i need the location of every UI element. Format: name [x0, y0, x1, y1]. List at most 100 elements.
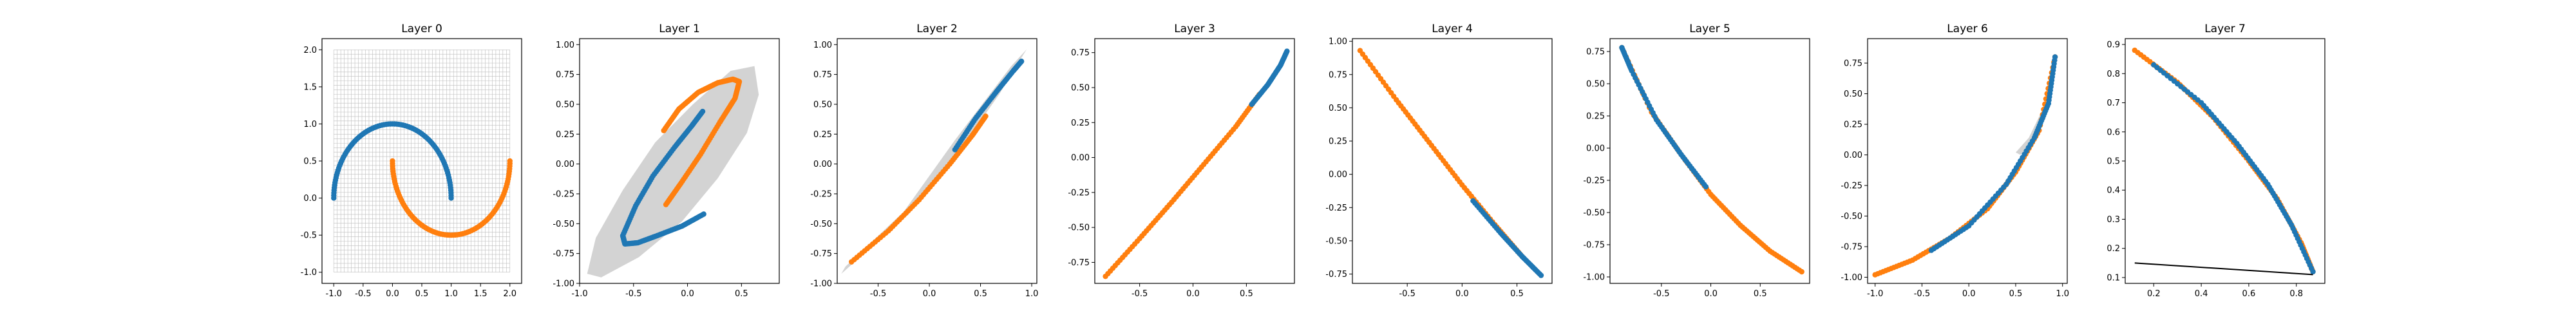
x-tick-label: 0.0	[386, 289, 399, 299]
y-tick-label: 0.75	[556, 70, 574, 80]
panel-2: Layer 2 -0.5 0.0 0.5 1.0 -1.00 -0.75 -0.50 -0.25…	[810, 23, 1038, 299]
x-tick-label: 2.0	[503, 289, 516, 299]
decision-region	[841, 49, 1027, 274]
panel-title: Layer 2	[916, 23, 958, 35]
series-blue	[331, 121, 454, 201]
x-tick-label: 0.0	[1704, 289, 1718, 299]
y-tick-label: 0.9	[2107, 41, 2120, 50]
y-tick-label: -0.75	[1068, 258, 1090, 268]
y-tick-label: -1.00	[1841, 273, 1862, 283]
series-orange	[390, 158, 513, 238]
data-point	[1018, 59, 1025, 64]
y-tick-label: -1.0	[301, 268, 317, 278]
plot-area	[2132, 47, 2316, 276]
panel-0: Layer 0 -1.0 -0.5 0.0 0.5 1.0 1.5 2.0 -1.0 -0.5 0.…	[301, 23, 522, 299]
y-tick-label: 0.50	[1071, 84, 1090, 93]
y-tick-label: -0.50	[1325, 236, 1347, 246]
data-point	[663, 202, 669, 207]
y-tick-label: 0.25	[1071, 118, 1090, 128]
y-tick-label: -1.00	[810, 279, 832, 289]
y-tick-label: 0.25	[1844, 120, 1862, 130]
x-tick-label: -1.0	[1867, 289, 1883, 299]
plot-area	[331, 49, 513, 273]
series-orange	[849, 113, 989, 265]
y-tick-label: 2.0	[303, 46, 317, 55]
axes-frame	[1609, 38, 1810, 284]
y-tick-label: 0.75	[1844, 59, 1862, 69]
x-tick-label: 0.8	[2289, 289, 2303, 299]
y-tick-label: 0.7	[2107, 99, 2120, 108]
y-tick-label: -1.00	[553, 279, 574, 289]
y-tick-label: 0.25	[813, 130, 832, 140]
data-point	[2052, 54, 2058, 60]
y-tick-label: 0.00	[1586, 144, 1605, 154]
y-tick-label: 0.4	[2107, 186, 2120, 196]
x-tick-label: 0.5	[1240, 289, 1253, 299]
x-tick-label: 0.2	[2147, 289, 2161, 299]
y-tick-label: -0.75	[1583, 241, 1605, 251]
y-tick-label: 1.00	[556, 41, 574, 50]
y-tick-label: 1.00	[813, 41, 832, 50]
plot-area	[1872, 54, 2058, 278]
y-tick-label: -0.50	[1068, 223, 1090, 233]
data-point	[1538, 272, 1544, 278]
x-tick-label: 1.0	[1025, 289, 1039, 299]
data-point	[1799, 269, 1804, 275]
x-tick-label: 0.5	[2009, 289, 2023, 299]
plot-area	[841, 49, 1027, 274]
x-tick-label: -0.5	[625, 289, 641, 299]
panel-title: Layer 3	[1174, 23, 1215, 35]
series-blue	[2151, 62, 2316, 275]
y-tick-label: 0.2	[2107, 244, 2120, 254]
y-tick-label: 0.50	[813, 100, 832, 109]
x-tick-label: -1.0	[571, 289, 587, 299]
y-tick-label: 0.50	[1329, 104, 1347, 113]
y-tick-label: -0.50	[1583, 209, 1605, 218]
y-tick-label: -1.00	[1583, 273, 1605, 283]
panel-7: Layer 7 0.2 0.4 0.6 0.8 0.1 0.2 0.3 0.4 0.5 0.6 0.7…	[2107, 23, 2325, 299]
y-tick-label: -0.50	[1841, 212, 1862, 222]
y-tick-label: -0.50	[553, 220, 574, 229]
y-tick-label: 0.5	[2107, 157, 2120, 167]
y-tick-label: 0.00	[1844, 151, 1862, 160]
y-tick-label: 0.50	[1844, 90, 1862, 99]
y-tick-label: -0.25	[553, 189, 574, 199]
y-tick-label: 0.00	[1071, 153, 1090, 163]
panel-4: Layer 4 -0.5 0.0 0.5 -0.75 -0.50 -0.25 0.00 0.25…	[1325, 23, 1553, 299]
series-blue	[952, 59, 1025, 153]
panel-title: Layer 1	[659, 23, 700, 35]
x-tick-label: 0.0	[681, 289, 694, 299]
y-tick-label: 0.1	[2107, 273, 2120, 283]
y-tick-label: 1.00	[1329, 37, 1347, 47]
separator-line	[2134, 262, 2313, 276]
x-tick-label: 0.5	[1754, 289, 1767, 299]
y-tick-label: 0.00	[556, 160, 574, 169]
y-tick-label: 0.3	[2107, 215, 2120, 225]
axes-frame	[1352, 38, 1553, 284]
panel-title: Layer 0	[401, 23, 442, 35]
series-blue	[1928, 54, 2058, 253]
series-orange	[661, 76, 743, 207]
plot-area	[587, 66, 759, 278]
y-tick-label: 0.75	[1071, 48, 1090, 58]
y-tick-label: 0.50	[556, 100, 574, 109]
data-point	[1284, 48, 1290, 54]
y-tick-label: 0.00	[813, 160, 832, 169]
x-tick-label: 1.0	[444, 289, 458, 299]
y-tick-label: 0.6	[2107, 128, 2120, 137]
y-tick-label: 0.25	[556, 130, 574, 140]
x-tick-label: 0.0	[1455, 289, 1469, 299]
x-tick-label: 1.0	[2056, 289, 2069, 299]
y-tick-label: 0.00	[1329, 170, 1347, 180]
x-tick-label: 0.5	[974, 289, 987, 299]
y-tick-label: -0.75	[1841, 243, 1862, 252]
x-tick-label: -0.5	[355, 289, 371, 299]
data-point	[699, 108, 706, 115]
y-tick-label: 0.75	[1586, 48, 1605, 57]
y-tick-label: -0.75	[1325, 270, 1347, 279]
y-tick-label: 0.50	[1586, 80, 1605, 90]
y-tick-label: 0.8	[2107, 70, 2120, 79]
panel-title: Layer 6	[1947, 23, 1988, 35]
data-point	[331, 195, 337, 201]
